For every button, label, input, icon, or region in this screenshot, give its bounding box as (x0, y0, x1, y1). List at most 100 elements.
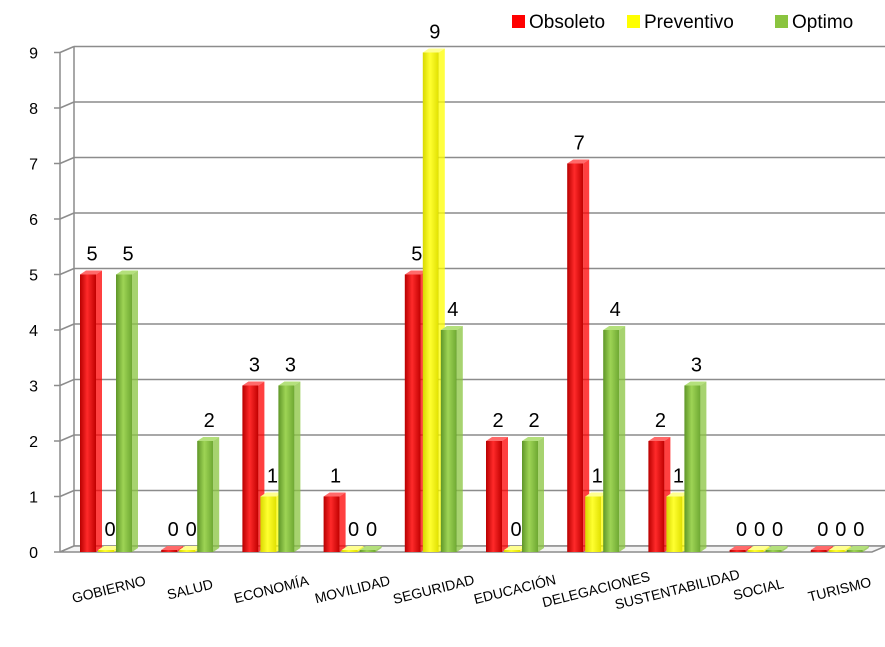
bar-side (745, 546, 752, 552)
x-tick-label: SALUD (165, 576, 214, 603)
data-label: 0 (366, 519, 377, 541)
bar-side (700, 381, 707, 552)
gridline-side (59, 156, 75, 165)
x-axis-categories: GOBIERNO SALUD ECONOMÍA MOVILIDAD SEGURIDADE… (70, 566, 873, 613)
x-tick-label: MOVILIDAD (313, 572, 392, 606)
bar-side (538, 437, 544, 552)
bar-top (486, 437, 508, 441)
bar-side (357, 546, 364, 552)
y-tick-label: 0 (29, 545, 38, 562)
bar-top (404, 270, 427, 275)
bar-side (294, 381, 301, 552)
bar-top (666, 492, 689, 497)
bar-sustentabilidad-optimo (684, 381, 707, 552)
bar-side (96, 270, 102, 552)
data-label: 2 (528, 410, 539, 432)
x-tick-label: TURISMO (806, 574, 873, 605)
bar-turismo-preventivo (828, 546, 851, 552)
bar-top (585, 492, 608, 497)
data-label: 4 (610, 299, 621, 321)
gridline-side (59, 323, 75, 331)
bar-face (98, 550, 114, 552)
data-label: 0 (754, 519, 765, 541)
bar-movilidad-preventivo (341, 546, 364, 552)
bar-top (440, 326, 463, 330)
data-label: 7 (574, 133, 585, 155)
bar-side (844, 546, 851, 552)
data-label: 3 (691, 355, 702, 377)
data-label: 0 (853, 519, 864, 541)
bar-face (197, 441, 214, 552)
bar-side (862, 546, 869, 552)
bar-top (260, 492, 283, 497)
bar-face (359, 550, 376, 552)
data-label: 5 (86, 244, 97, 266)
bar-face (440, 330, 457, 552)
bar-economia-optimo (278, 381, 301, 552)
x-tick-label: ECONOMÍA (232, 572, 310, 606)
legend-item-preventivo: Preventivo (627, 12, 734, 33)
legend-swatch (775, 15, 788, 28)
bar-side (826, 546, 833, 552)
gridline-side (59, 378, 75, 387)
bar-economia-obsoleto (242, 381, 265, 552)
bar-side (763, 546, 770, 552)
bar-top (341, 546, 364, 550)
data-label: 3 (285, 355, 296, 377)
bar-top (810, 546, 833, 550)
data-label: 4 (447, 299, 458, 321)
data-label: 0 (817, 519, 828, 541)
bar-top (747, 546, 770, 550)
gridline-side (59, 45, 75, 54)
bar-social-optimo (765, 546, 788, 552)
gridline-side (59, 434, 75, 442)
bar-movilidad-obsoleto (323, 492, 346, 552)
bar-side (781, 546, 788, 552)
bar-top (116, 270, 138, 275)
bar-top (504, 546, 526, 550)
bar-top (242, 381, 265, 386)
data-label: 1 (673, 466, 684, 488)
bar-face (116, 274, 132, 552)
bar-face (765, 550, 782, 552)
bar-top (729, 546, 752, 550)
data-label: 1 (330, 466, 341, 488)
bar-face (242, 385, 259, 552)
bar-face (666, 496, 683, 552)
bar-top (828, 546, 851, 550)
y-tick-label: 8 (29, 101, 38, 118)
legend-label: Optimo (792, 12, 853, 33)
bar-movilidad-optimo (359, 546, 382, 552)
bar-top (359, 546, 382, 550)
bar-top (422, 48, 445, 53)
data-label: 2 (492, 410, 503, 432)
bar-side (132, 270, 138, 552)
bar-top (567, 159, 590, 164)
data-label: 0 (835, 519, 846, 541)
data-label: 3 (249, 355, 260, 377)
bar-face (522, 441, 538, 552)
legend-swatch (512, 15, 525, 28)
bar-gobierno-optimo (116, 270, 138, 552)
bar-top (197, 437, 220, 441)
bar-face (585, 496, 602, 552)
data-label: 0 (772, 519, 783, 541)
bar-top (80, 270, 102, 275)
legend-swatch (627, 15, 640, 28)
x-tick-label: SEGURIDAD (391, 571, 476, 607)
bar-face (846, 550, 863, 552)
bar-top (684, 381, 707, 386)
y-tick-label: 7 (29, 157, 38, 174)
gridline-side (59, 212, 75, 220)
data-label: 0 (736, 519, 747, 541)
bar-side (583, 159, 590, 552)
bar-face (747, 550, 764, 552)
bar-top (603, 326, 626, 330)
data-label: 5 (122, 244, 133, 266)
bar-educacion-obsoleto (486, 437, 508, 552)
bar-top (98, 546, 120, 550)
data-label: 9 (429, 22, 440, 44)
x-tick-label: GOBIERNO (70, 572, 147, 606)
bar-face (729, 550, 746, 552)
